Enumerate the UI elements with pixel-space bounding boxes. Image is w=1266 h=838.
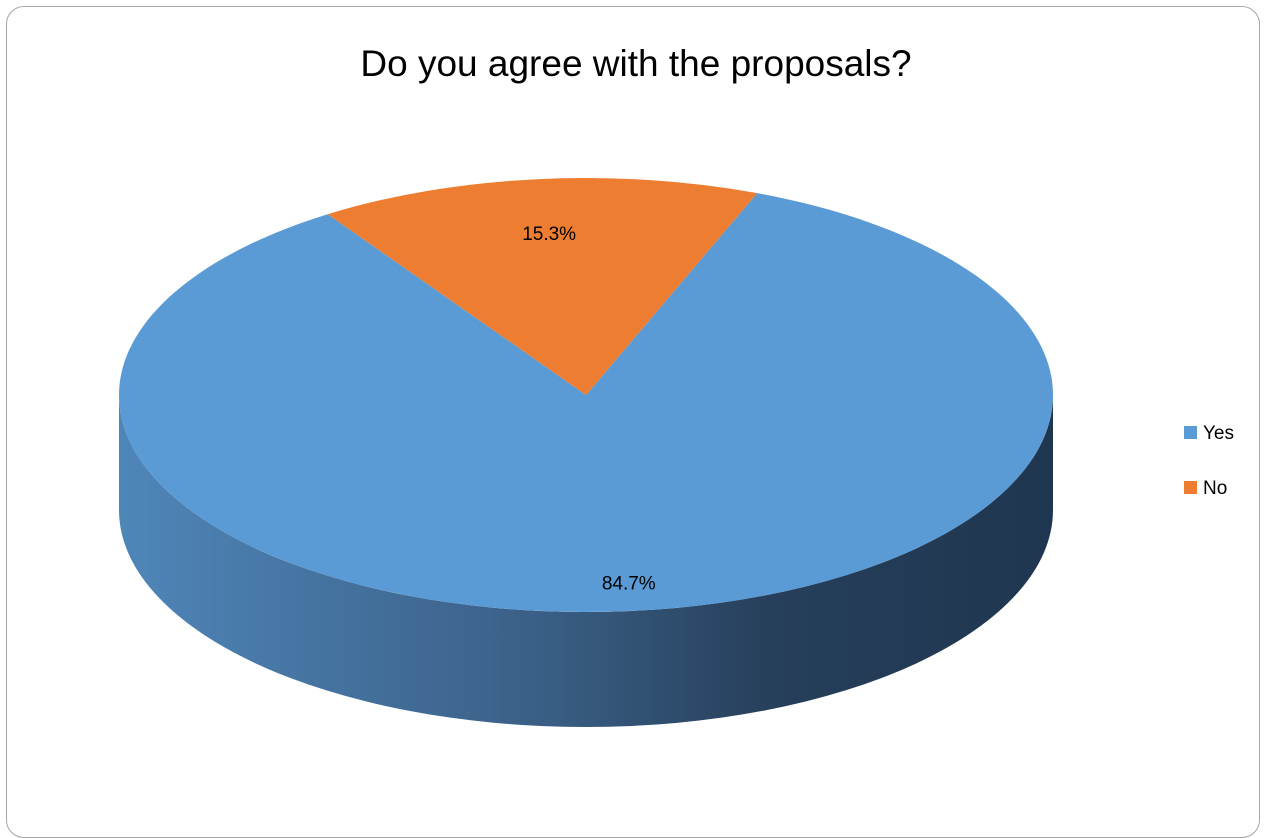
pie-side-yes [119, 395, 1053, 727]
chart-title: Do you agree with the proposals? [360, 43, 911, 84]
legend: Yes No [1184, 423, 1234, 499]
legend-label-no: No [1203, 478, 1227, 499]
pie-slice-yes [119, 193, 1054, 612]
pie-chart: Do you agree with the proposals? 84.7% 15… [119, 43, 1234, 727]
data-label-yes: 84.7% [602, 574, 656, 595]
legend-label-yes: Yes [1203, 423, 1234, 444]
data-labels: 84.7% 15.3% [522, 224, 656, 595]
legend-swatch-no [1184, 481, 1197, 494]
data-label-no: 15.3% [522, 224, 576, 245]
legend-swatch-yes [1184, 426, 1197, 439]
pie-group [119, 178, 1054, 727]
pie-slice-no [327, 178, 758, 395]
